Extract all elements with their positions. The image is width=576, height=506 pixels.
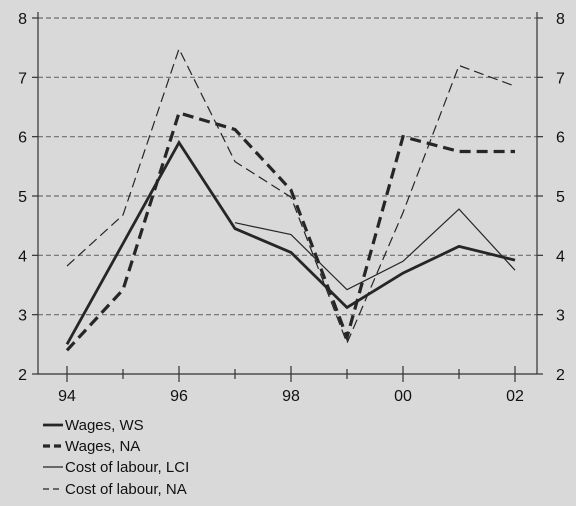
series-lines xyxy=(65,47,516,352)
legend-label-3: Cost of labour, LCI xyxy=(65,459,189,476)
legend-label-2: Wages, NA xyxy=(65,438,140,455)
grid-lines xyxy=(38,17,537,316)
series-line-2 xyxy=(65,110,515,352)
y-tick-label-left: 5 xyxy=(18,189,27,206)
x-tick-label: 98 xyxy=(282,388,300,405)
y-tick-label-right: 8 xyxy=(556,11,565,28)
y-tick-label-right: 3 xyxy=(556,308,565,325)
y-tick-label-left: 3 xyxy=(18,308,27,325)
y-tick-label-left: 2 xyxy=(18,367,27,384)
legend: Wages, WS Wages, NA Cost of labour, LCI Cos… xyxy=(43,417,189,498)
x-tick-label: 00 xyxy=(394,388,412,405)
y-tick-label-right: 4 xyxy=(556,248,565,265)
x-axis-ticks: 94 96 98 00 02 xyxy=(58,366,524,405)
y-tick-label-left: 4 xyxy=(18,248,27,265)
x-tick-label: 96 xyxy=(170,388,188,405)
series-line-4 xyxy=(66,47,516,345)
y-tick-label-left: 6 xyxy=(18,130,27,147)
x-tick-label: 94 xyxy=(58,388,76,405)
legend-label-1: Wages, WS xyxy=(65,417,144,434)
series-line-1 xyxy=(65,139,516,345)
x-tick-label: 02 xyxy=(506,388,524,405)
axes xyxy=(37,12,538,375)
legend-label-4: Cost of labour, NA xyxy=(65,481,187,498)
y-tick-label-right: 5 xyxy=(556,189,565,206)
y-axis-right-ticks: 2 3 4 5 6 7 8 xyxy=(537,11,565,384)
series-line-3 xyxy=(234,208,516,291)
y-tick-label-right: 7 xyxy=(556,70,565,87)
y-tick-label-left: 7 xyxy=(18,70,27,87)
y-axis-left-ticks: 2 3 4 5 6 7 8 xyxy=(18,11,38,384)
y-tick-label-right: 6 xyxy=(556,130,565,147)
y-tick-label-right: 2 xyxy=(556,367,565,384)
y-tick-label-left: 8 xyxy=(18,11,27,28)
